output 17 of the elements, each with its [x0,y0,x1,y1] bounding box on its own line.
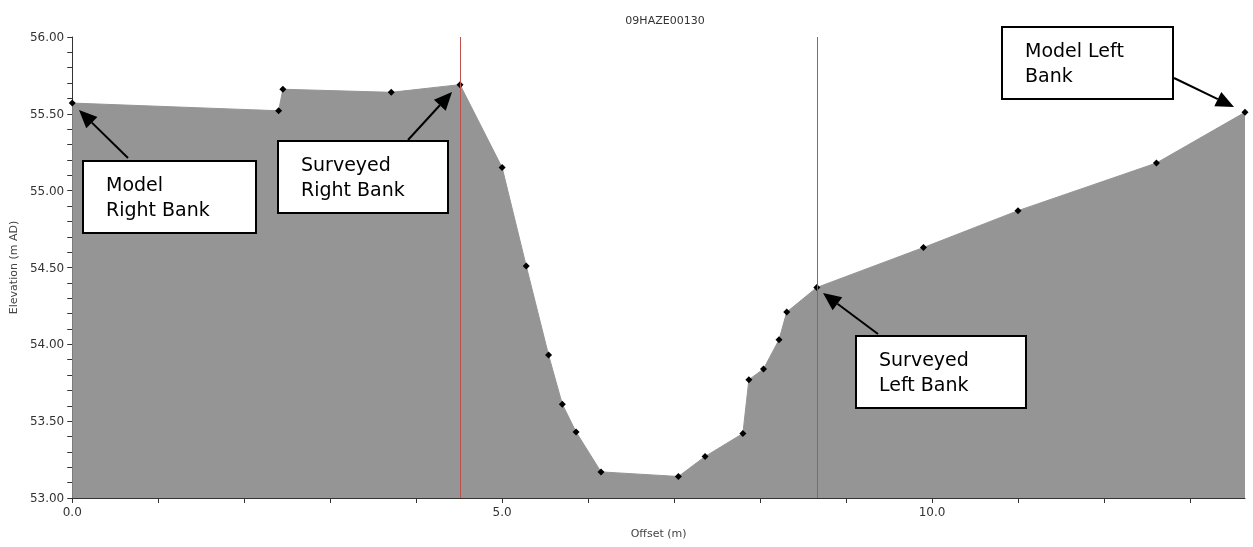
chart-title: 09HAZE00130 [625,14,705,27]
x-tick-label: 10.0 [918,505,946,519]
y-tick-label: 54.00 [29,337,65,352]
y-tick-label: 56.00 [29,30,65,44]
text-box: Model Left Bank [1001,26,1174,100]
y-axis-title: Elevation (m AD) [7,220,20,315]
text-box: Model Right Bank [82,160,257,234]
text-box: Surveyed Right Bank [277,140,449,214]
x-axis-title: Offset (m) [630,527,687,540]
y-tick-label: 53.00 [29,491,65,505]
text-box: Surveyed Left Bank [855,335,1027,409]
x-tick-label: 5.0 [492,505,512,519]
y-tick-label: 54.50 [29,260,65,275]
y-tick-label: 55.50 [29,106,65,121]
y-tick-label: 55.00 [29,183,65,198]
x-tick-label: 0.0 [62,505,82,519]
y-tick-label: 53.50 [29,414,65,429]
